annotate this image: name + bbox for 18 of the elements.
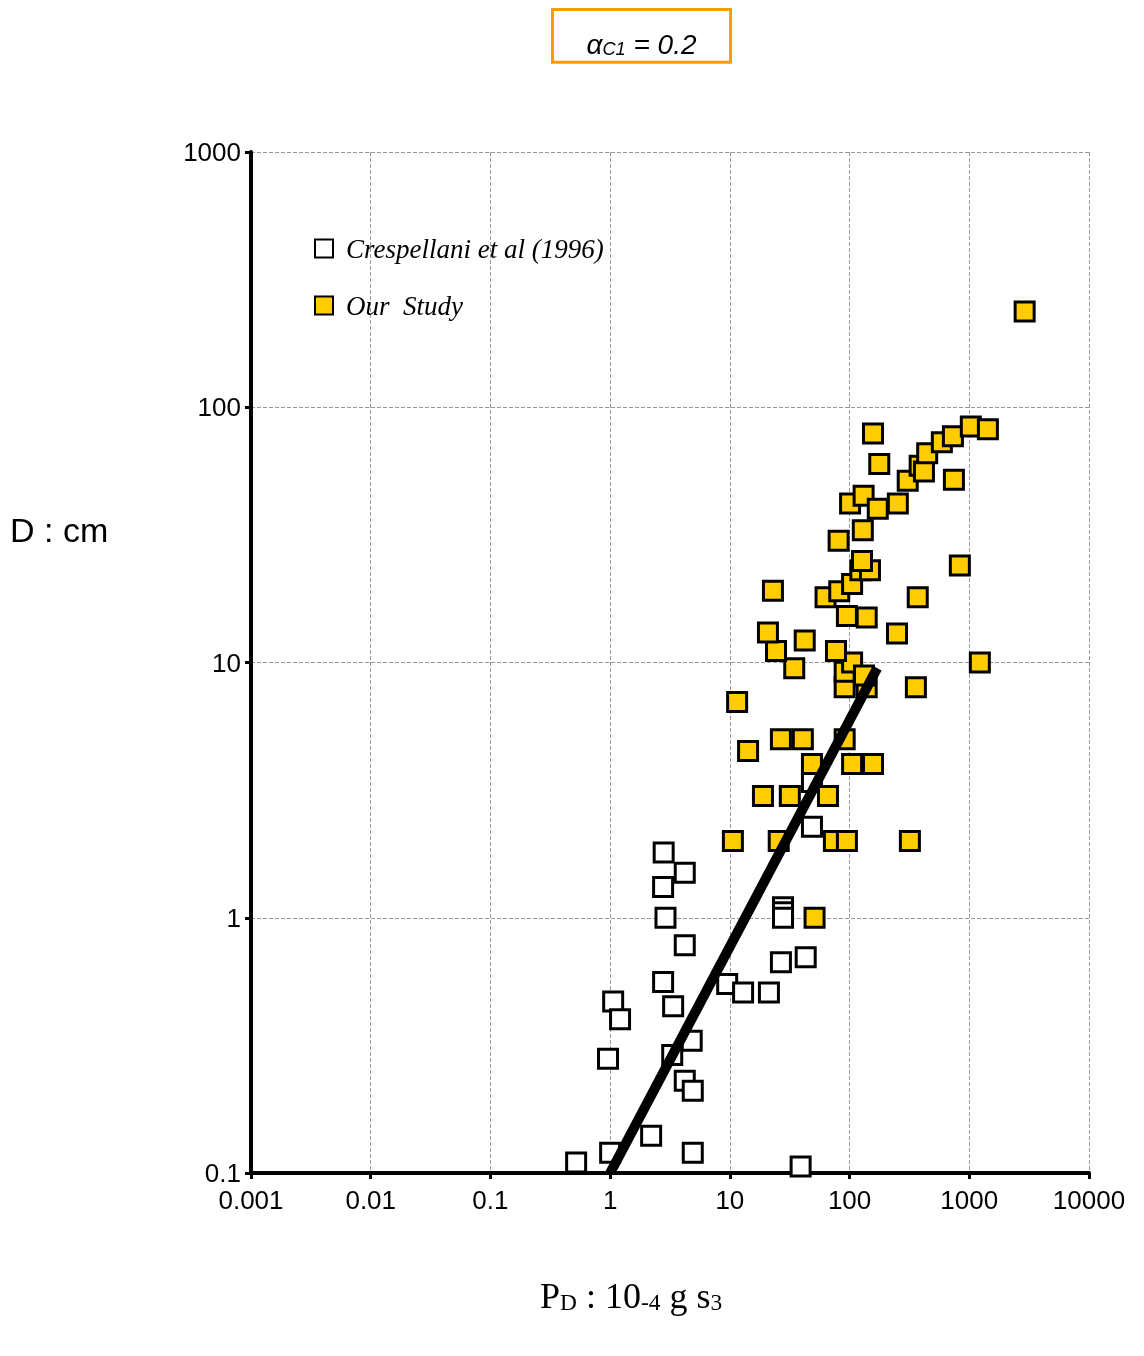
x-tick-label: 100 [827, 1185, 872, 1215]
x-tick-label: 1000 [940, 1185, 999, 1215]
y-tick-label: 1 [226, 902, 241, 933]
legend-label: Our Study [346, 290, 464, 321]
y-axis-title: D : cm [10, 511, 109, 549]
text: αC1 = 0.2 [586, 28, 697, 60]
y-tick-label: 0.1 [204, 1158, 241, 1188]
x-tick-label: 0.1 [472, 1185, 509, 1215]
legend-label: Crespellani et al (1996) [346, 233, 604, 264]
y-tick-label: 100 [197, 392, 241, 423]
y-tick-label: 1000 [183, 137, 241, 167]
x-tick-label: 0.01 [345, 1185, 397, 1215]
y-tick-label: 10 [212, 647, 241, 678]
x-tick-label: 10000 [1052, 1185, 1126, 1215]
x-tick-label: 0.001 [218, 1185, 284, 1215]
x-tick-label: 1 [602, 1185, 618, 1215]
x-axis-title: PD : 10-4 g s3 [540, 1276, 723, 1316]
x-tick-label: 10 [715, 1185, 745, 1215]
